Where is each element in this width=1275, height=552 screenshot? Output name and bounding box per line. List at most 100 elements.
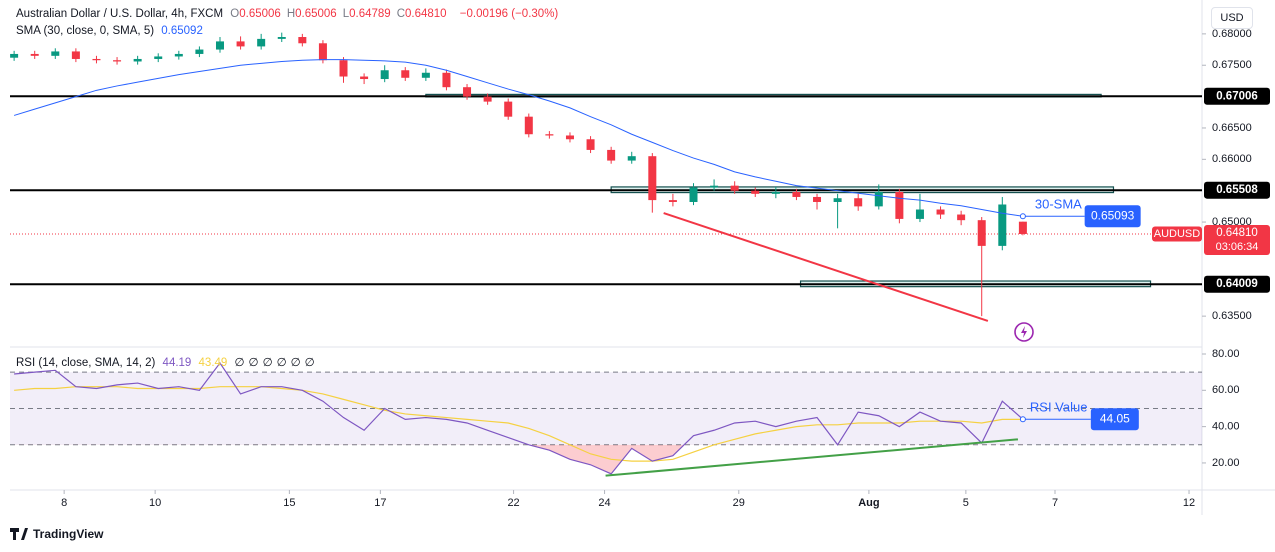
candle-body — [648, 156, 657, 201]
rsi-legend-text: RSI (14, close, SMA, 14, 2) — [16, 357, 156, 369]
callout-label-box — [1090, 408, 1139, 431]
candle-body — [710, 185, 719, 188]
candle-body — [792, 191, 801, 197]
ohlc-key: C — [396, 8, 405, 20]
candle-body — [627, 156, 636, 161]
candle-body — [71, 51, 80, 59]
candle-body — [668, 200, 677, 202]
change: −0.00196 (−0.30%) — [459, 8, 559, 20]
sma-line — [13, 59, 1023, 217]
ohlc-text: 0.65006 — [239, 8, 281, 20]
tradingview-logo: TradingView — [10, 527, 104, 541]
symbol-label-box — [1152, 226, 1202, 242]
candle-body — [298, 37, 307, 44]
trendline — [663, 212, 989, 322]
candle-body — [586, 139, 595, 150]
candle-body — [257, 38, 266, 47]
level-label: 0.67006 — [1216, 90, 1258, 102]
rsi-legend-value: 44.19 — [162, 357, 192, 369]
x-tick-label: 17 — [374, 497, 386, 509]
candle-body — [51, 51, 60, 56]
y-tick-label: 0.63500 — [1212, 310, 1252, 322]
x-tick-label: 22 — [507, 497, 519, 509]
candle-body — [1018, 221, 1027, 234]
empty-value: ∅ — [234, 357, 245, 369]
candle-body — [483, 96, 492, 102]
candle-body — [113, 60, 122, 62]
empty-value: ∅ — [290, 357, 301, 369]
level-label-box — [1204, 275, 1270, 293]
level-label-box — [1204, 181, 1270, 199]
candle-body — [813, 196, 822, 202]
x-tick-label: 24 — [598, 497, 610, 509]
x-tick-label: 12 — [1183, 497, 1195, 509]
candle-body — [236, 41, 245, 47]
empty-values: ∅ ∅ ∅ ∅ ∅ ∅ — [235, 357, 319, 369]
candle-body — [30, 53, 39, 56]
callout-dot — [1019, 416, 1026, 423]
candle-body — [957, 214, 966, 221]
ohlc-text: 0.65006 — [295, 8, 337, 20]
candle-body — [751, 190, 760, 194]
candle-body — [854, 198, 863, 207]
rsi-sma-legend-value: 43.49 — [198, 357, 228, 369]
y-tick-label: 80.00 — [1212, 348, 1240, 360]
currency-button[interactable]: USD — [1211, 7, 1253, 29]
candle-body — [277, 37, 286, 39]
candle-body — [565, 135, 574, 140]
empty-value: ∅ — [276, 357, 287, 369]
header: Australian Dollar / U.S. Dollar, 4h, FXC… — [16, 8, 564, 20]
candle-body — [133, 58, 142, 62]
candle-body — [504, 101, 513, 117]
candle-body — [771, 191, 780, 194]
sma-legend: SMA (30, close, 0, SMA, 5) 0.65092 — [16, 25, 207, 37]
logo-text: TradingView — [33, 527, 104, 541]
callout-text: RSI Value — [1030, 400, 1088, 415]
y-tick-label: 0.66000 — [1212, 153, 1252, 165]
candle-body — [998, 204, 1007, 246]
alert-icon[interactable] — [1014, 322, 1034, 342]
candle-body — [10, 53, 19, 58]
ohlc-text: 0.64789 — [349, 8, 391, 20]
level-label: 0.64009 — [1216, 278, 1258, 290]
empty-value: ∅ — [248, 357, 259, 369]
candle-body — [689, 187, 698, 202]
callout-text: 30-SMA — [1035, 197, 1082, 212]
x-tick-label: 7 — [1052, 497, 1058, 509]
ohlc-key: L — [342, 8, 350, 20]
candle-body — [154, 56, 163, 59]
candle-body — [92, 58, 101, 61]
candle-body — [174, 53, 183, 57]
candle-body — [524, 116, 533, 135]
trendline — [605, 438, 1019, 477]
ohlc-legend: O0.65006 H0.65006 L0.64789 C0.64810 — [230, 8, 452, 20]
sma-legend-text: SMA (30, close, 0, SMA, 5) — [16, 25, 155, 37]
candle-body — [463, 87, 472, 97]
symbol-title: Australian Dollar / U.S. Dollar, 4h, FXC… — [16, 8, 224, 20]
y-tick-label: 0.68000 — [1212, 28, 1252, 40]
level-label: 0.65508 — [1216, 184, 1258, 196]
y-tick-label: 0.67500 — [1212, 59, 1252, 71]
candle-body — [360, 76, 369, 80]
candle-body — [730, 185, 739, 191]
candle-body — [895, 191, 904, 219]
oversold-fill — [528, 444, 685, 474]
x-tick-label: 29 — [733, 497, 745, 509]
rsi-sma-line — [14, 386, 1023, 462]
callout-label: 0.65093 — [1091, 208, 1135, 222]
price-label-box — [1204, 224, 1270, 255]
rsi-legend: RSI (14, close, SMA, 14, 2) 44.19 43.49 … — [16, 355, 323, 369]
candle-body — [442, 72, 451, 88]
candle-body — [401, 70, 410, 78]
candle-body — [874, 191, 883, 207]
callout-dot — [1019, 213, 1026, 220]
x-tick-label: 15 — [283, 497, 295, 509]
x-tick-label: 5 — [963, 497, 969, 509]
candle-body — [545, 134, 554, 136]
y-tick-label: 60.00 — [1212, 384, 1240, 396]
empty-value: ∅ — [304, 357, 315, 369]
empty-value: ∅ — [262, 357, 273, 369]
price-label: 0.64810 — [1216, 227, 1258, 239]
